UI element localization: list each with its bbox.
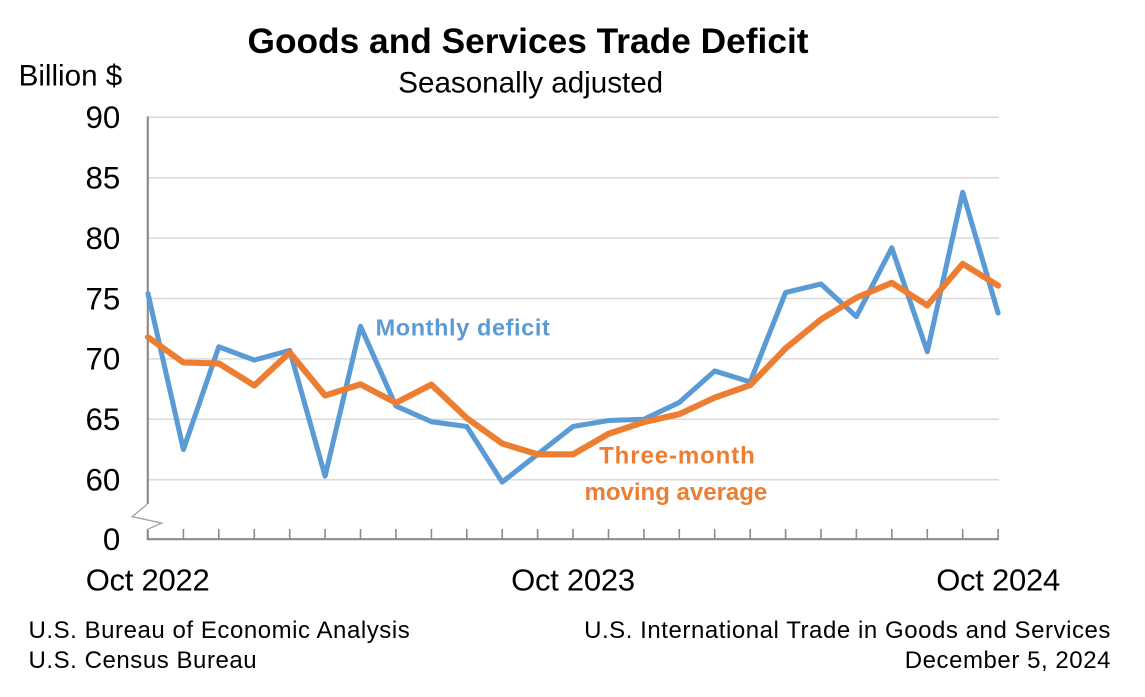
svg-text:Oct 2024: Oct 2024 <box>936 563 1060 598</box>
svg-text:80: 80 <box>85 221 120 256</box>
svg-text:85: 85 <box>85 161 120 196</box>
svg-text:90: 90 <box>85 100 120 135</box>
svg-text:65: 65 <box>85 402 120 437</box>
svg-text:75: 75 <box>85 281 120 316</box>
svg-text:December 5, 2024: December 5, 2024 <box>905 647 1111 674</box>
svg-text:U.S. International Trade in Go: U.S. International Trade in Goods and Se… <box>584 617 1111 644</box>
svg-text:Three-month: Three-month <box>599 443 756 470</box>
svg-text:U.S. Census Bureau: U.S. Census Bureau <box>29 647 258 674</box>
svg-text:0: 0 <box>103 522 120 557</box>
svg-text:Billion $: Billion $ <box>19 60 123 93</box>
svg-text:Oct 2023: Oct 2023 <box>511 563 635 598</box>
svg-text:60: 60 <box>85 463 120 498</box>
svg-text:moving average: moving average <box>585 479 768 506</box>
svg-text:Seasonally adjusted: Seasonally adjusted <box>398 67 663 100</box>
svg-text:U.S. Bureau of Economic Analys: U.S. Bureau of Economic Analysis <box>29 617 411 644</box>
svg-text:Oct 2022: Oct 2022 <box>86 563 210 598</box>
svg-text:70: 70 <box>85 342 120 377</box>
svg-text:Goods and Services Trade Defic: Goods and Services Trade Deficit <box>247 22 808 61</box>
svg-text:Monthly deficit: Monthly deficit <box>376 314 551 340</box>
